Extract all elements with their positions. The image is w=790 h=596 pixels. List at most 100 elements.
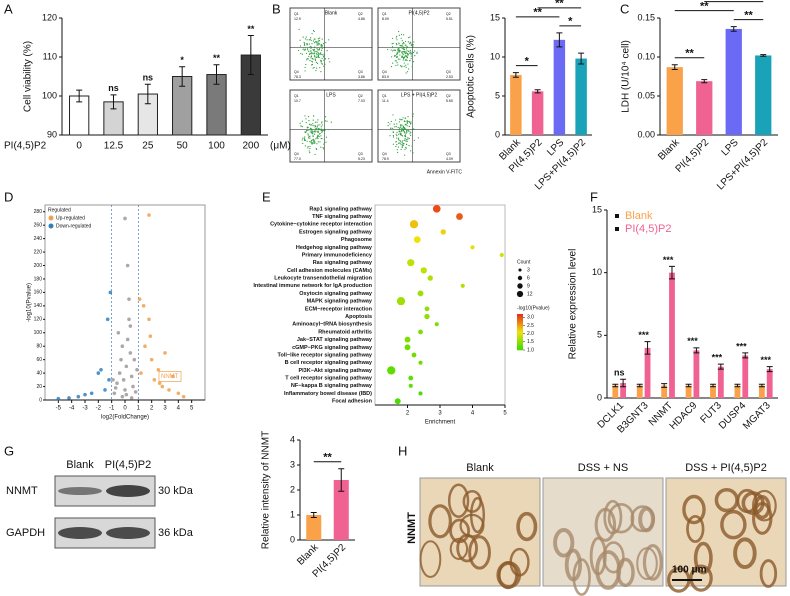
flow-event [317, 52, 320, 54]
flow-event [323, 54, 326, 56]
flow-event [405, 124, 407, 126]
flow-event [313, 38, 315, 40]
flow-event [317, 141, 319, 143]
dot [411, 352, 417, 358]
flow-event [310, 128, 313, 130]
x-tick-label: 5 [503, 411, 507, 417]
histology-title: DSS + NS [578, 462, 628, 474]
bar [531, 91, 544, 135]
dot [456, 213, 463, 220]
flow-event [310, 123, 312, 126]
colorbar-cell [517, 332, 523, 335]
x-tick-label: HDAC9 [668, 400, 700, 432]
flow-event [395, 64, 397, 67]
category-label: ECM−receptor interaction [305, 306, 373, 312]
tissue-gland [595, 550, 622, 590]
flow-event [313, 50, 316, 52]
error-bar [247, 35, 254, 76]
flow-event [323, 65, 325, 67]
flow-event [319, 43, 321, 45]
flow-event [323, 59, 325, 61]
point [143, 344, 147, 349]
flow-event [312, 115, 315, 117]
tissue-gland [693, 541, 713, 575]
flow-plot-frame [377, 89, 461, 163]
flow-event [390, 49, 392, 51]
flow-event [317, 55, 320, 58]
flow-event [400, 37, 402, 39]
significance: *** [712, 353, 723, 363]
tissue-gland [759, 559, 778, 588]
flow-event [416, 51, 418, 53]
y-tick-label: 280 [34, 209, 43, 215]
flow-event [316, 136, 318, 139]
bracket-label: ** [533, 7, 542, 19]
flow-event [321, 63, 323, 65]
flow-event [322, 129, 325, 131]
category-label: T cell receptor signaling pathway [285, 376, 373, 382]
flow-event [387, 125, 389, 127]
flow-event [417, 137, 419, 139]
flow-event [313, 30, 315, 33]
flow-event [310, 39, 312, 42]
flow-event [307, 116, 310, 118]
point [89, 391, 94, 396]
flow-event [311, 139, 313, 141]
flow-event [406, 71, 409, 73]
flow-event [303, 41, 305, 44]
flow-event [400, 33, 403, 36]
colorbar-cell [517, 323, 523, 326]
legend-label: Up-regulated [56, 215, 85, 221]
flow-event [320, 122, 323, 124]
flow-event [318, 53, 320, 55]
blot-band [106, 485, 150, 497]
flow-event [322, 55, 325, 57]
flow-event [314, 141, 316, 144]
x-axis-label: PI(4,5)P2 [4, 141, 47, 152]
bar [734, 385, 741, 398]
x-tick-label: 100 [208, 141, 225, 152]
significance: ns [143, 73, 154, 83]
flow-event [411, 145, 413, 147]
flow-event [313, 49, 315, 52]
panel-letter: B [272, 1, 281, 16]
flow-event [310, 37, 312, 39]
flow-event [403, 56, 405, 59]
flow-event [318, 136, 320, 138]
flow-event [407, 63, 409, 65]
flow-event [316, 126, 318, 128]
quadrant-value: 8.09 [382, 17, 389, 21]
flow-event [387, 121, 389, 124]
flow-event [314, 131, 316, 133]
flow-event [316, 143, 318, 145]
bracket-label: ** [700, 0, 709, 12]
significance: ns [108, 83, 119, 93]
flow-event [390, 127, 392, 129]
y-tick-label: 20 [36, 384, 42, 390]
flow-event [393, 123, 395, 125]
flow-event [402, 51, 404, 53]
flow-event [403, 120, 406, 122]
quadrant-value: 5.23 [358, 157, 365, 161]
legend-swatch [615, 214, 619, 218]
flow-event [306, 39, 308, 41]
flow-event [398, 43, 400, 45]
quadrant-name: Q1 [294, 12, 299, 16]
y-axis-label: Cell viability (%) [23, 41, 34, 112]
flow-event [309, 45, 311, 47]
flow-event [317, 135, 319, 137]
quadrant-name: Q4 [382, 152, 387, 156]
quadrant-name: Q3 [358, 152, 363, 156]
y-tick-label: 5 [597, 330, 602, 340]
flow-event [315, 129, 317, 131]
point [121, 378, 126, 382]
flow-event [303, 138, 306, 140]
size-label: 30 kDa [158, 485, 194, 497]
colorbar-cell [517, 321, 523, 324]
y-tick-label: 120 [34, 317, 43, 323]
flow-event [411, 50, 413, 53]
flow-event [320, 71, 322, 73]
bar [510, 74, 522, 135]
point [147, 317, 151, 322]
